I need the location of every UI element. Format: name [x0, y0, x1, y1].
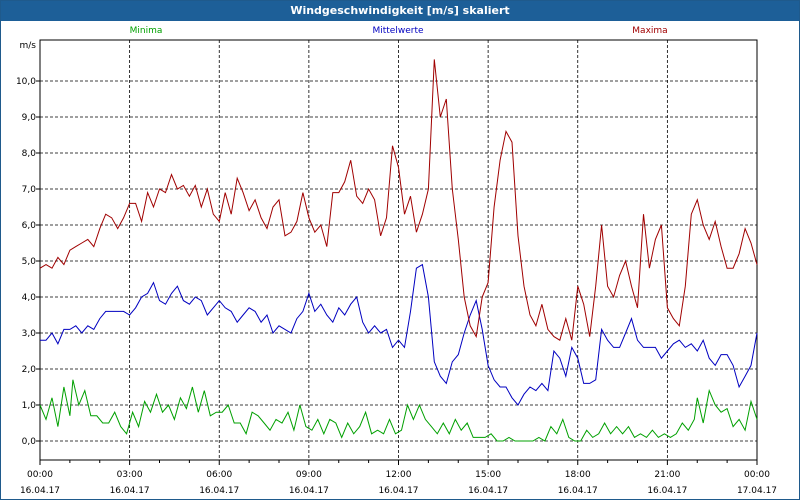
- y-tick-label: 4,0: [22, 293, 37, 303]
- y-tick-label: 5,0: [22, 257, 37, 267]
- y-tick-label: 7,0: [22, 185, 37, 195]
- y-tick-label: 0,0: [22, 437, 37, 447]
- x-tick-time-label: 12:00: [386, 470, 412, 480]
- legend-entry-maxima: Maxima: [632, 26, 667, 36]
- x-tick-date-label: 16.04.17: [110, 486, 150, 496]
- series-line-minima: [39, 379, 758, 442]
- x-tick-date-label: 16.04.17: [558, 486, 598, 496]
- series-lines: [39, 59, 758, 442]
- x-tick-time-label: 00:00: [744, 470, 770, 480]
- tick-labels: 0,0 1,0 2,0 3,0 4,0 5,0 6,0 7,0 8,0 9,0 10,0 00:00 1…: [16, 41, 777, 496]
- series-line-maxima: [39, 59, 758, 341]
- x-tick-time-label: 18:00: [565, 470, 591, 480]
- grid-lines: [40, 40, 757, 460]
- x-tick-time-label: 00:00: [27, 470, 53, 480]
- x-tick-time-label: 21:00: [654, 470, 680, 480]
- y-tick-label: 8,0: [22, 149, 37, 159]
- y-tick-label: 1,0: [22, 401, 37, 411]
- x-tick-time-label: 06:00: [206, 470, 232, 480]
- x-tick-date-label: 16.04.17: [20, 486, 60, 496]
- x-tick-date-label: 17.04.17: [737, 486, 777, 496]
- series-line-mittelwerte: [40, 263, 758, 406]
- y-tick-label: 9,0: [22, 113, 37, 123]
- x-tick-time-label: 15:00: [475, 470, 501, 480]
- y-axis-label: m/s: [20, 41, 37, 51]
- x-tick-time-label: 03:00: [117, 470, 143, 480]
- x-tick-time-label: 09:00: [296, 470, 322, 480]
- window-title: Windgeschwindigkeit [m/s] skaliert: [1, 1, 799, 21]
- legend-entry-mittelwerte: Mittelwerte: [372, 26, 423, 36]
- legend: Minima Mittelwerte Maxima: [130, 26, 668, 36]
- y-tick-label: 3,0: [22, 329, 37, 339]
- legend-entry-minima: Minima: [130, 26, 163, 36]
- x-tick-date-label: 16.04.17: [468, 486, 508, 496]
- y-tick-label: 10,0: [16, 77, 36, 87]
- x-tick-date-label: 16.04.17: [378, 486, 418, 496]
- x-tick-date-label: 16.04.17: [199, 486, 239, 496]
- y-tick-label: 6,0: [22, 221, 37, 231]
- plot-frame: [39, 39, 758, 461]
- x-tick-date-label: 16.04.17: [289, 486, 329, 496]
- axes: [36, 39, 758, 465]
- x-tick-date-label: 16.04.17: [647, 486, 687, 496]
- y-tick-label: 2,0: [22, 365, 37, 375]
